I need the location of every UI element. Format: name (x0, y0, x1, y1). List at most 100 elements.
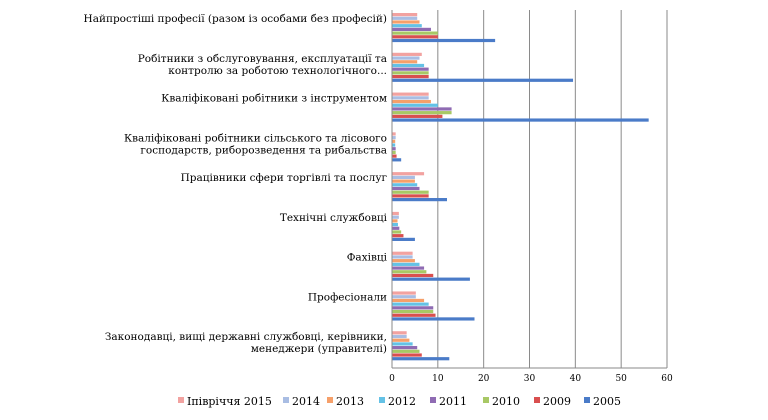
bar (392, 346, 418, 350)
bar (392, 96, 429, 100)
legend-swatch (534, 397, 540, 403)
bar (392, 114, 443, 118)
bar (392, 158, 402, 162)
bar (392, 92, 429, 96)
bar (392, 60, 418, 64)
bar (392, 273, 434, 278)
category-label: Фахівці (347, 252, 388, 264)
bar (392, 172, 425, 176)
bar (392, 147, 396, 151)
bar (392, 317, 475, 321)
bar (392, 136, 396, 140)
bar (392, 353, 422, 357)
bar (392, 338, 410, 342)
bar (392, 277, 470, 281)
bar (392, 295, 416, 299)
bar (392, 103, 438, 107)
bar (392, 237, 415, 241)
bar (392, 219, 398, 223)
bar (392, 183, 418, 187)
category-label: Професіонали (308, 291, 387, 303)
legend-swatch (283, 397, 289, 403)
bar (392, 179, 415, 183)
bar (392, 107, 452, 111)
bar (392, 16, 418, 20)
category-label: контролю за роботою технологічного... (168, 65, 387, 77)
bar (392, 291, 416, 295)
bar (392, 150, 396, 155)
bar (392, 270, 427, 274)
legend-label: 2005 (593, 395, 621, 408)
bar (392, 24, 422, 28)
bar (392, 143, 396, 147)
bar (392, 222, 398, 227)
x-tick-label: 10 (432, 374, 444, 384)
bar (392, 175, 415, 180)
bar (392, 118, 649, 122)
category-label: Кваліфіковані робітники сільського та лі… (124, 132, 387, 144)
bar (392, 20, 420, 24)
legend-swatch (379, 397, 385, 403)
gridlines (437, 10, 668, 368)
bar (392, 342, 413, 346)
bar (392, 38, 496, 43)
category-label: Робітники з обслуговування, експлуатації… (138, 53, 387, 65)
bar (392, 139, 396, 143)
bar (392, 52, 422, 56)
category-label: Законодавці, вищі державні службовці, ке… (105, 331, 387, 343)
bar (392, 31, 438, 35)
x-tick-label: 30 (524, 374, 536, 384)
legend-swatch (178, 397, 184, 403)
category-label: менеджери (управителі) (251, 343, 387, 355)
bar (392, 67, 429, 71)
bar (392, 99, 431, 104)
legend-label: Іпівріччя 2015 (187, 395, 272, 408)
bar (392, 154, 397, 158)
bar (392, 349, 420, 353)
x-tick-label: 50 (615, 374, 627, 384)
bar (392, 259, 415, 263)
bar (392, 302, 429, 306)
bar (392, 63, 425, 68)
bar (392, 334, 407, 339)
x-tick-label: 0 (389, 374, 395, 384)
bar (392, 35, 438, 39)
bar (392, 132, 396, 136)
bars (392, 13, 649, 361)
legend-label: 2013 (336, 395, 364, 408)
bar (392, 234, 404, 238)
bar (392, 215, 399, 219)
bar (392, 357, 450, 361)
bar (392, 226, 400, 230)
bar (392, 56, 420, 60)
category-label: Найпростіші професії (разом із особами б… (84, 13, 387, 25)
bar (392, 313, 436, 317)
bar (392, 251, 413, 255)
bar (392, 331, 407, 335)
bar (392, 266, 425, 270)
legend-label: 2011 (439, 395, 467, 408)
legend-swatch (584, 397, 590, 403)
bar (392, 211, 399, 216)
bar (392, 262, 420, 266)
legend-label: 2009 (543, 395, 571, 408)
legend-swatch (483, 397, 489, 403)
bar (392, 71, 429, 75)
legend-label: 2014 (292, 395, 320, 408)
bar (392, 111, 452, 115)
category-label: Кваліфіковані робітники з інструментом (161, 93, 387, 105)
x-tick-label: 40 (570, 374, 582, 384)
bar (392, 306, 434, 310)
bar (392, 194, 429, 198)
category-label: Технічні службовці (280, 212, 388, 224)
x-tick-labels: 0 10 20 30 40 50 60 (389, 374, 673, 384)
bar (392, 186, 420, 191)
axes (391, 10, 667, 369)
category-label: господарств, риборозведення та рибальств… (140, 144, 387, 156)
legend-label: 2012 (388, 395, 416, 408)
legend-label: 2010 (492, 395, 520, 408)
bar (392, 27, 431, 31)
category-labels: Найпростіші професії (разом із особами б… (84, 13, 388, 355)
bar (392, 255, 413, 259)
